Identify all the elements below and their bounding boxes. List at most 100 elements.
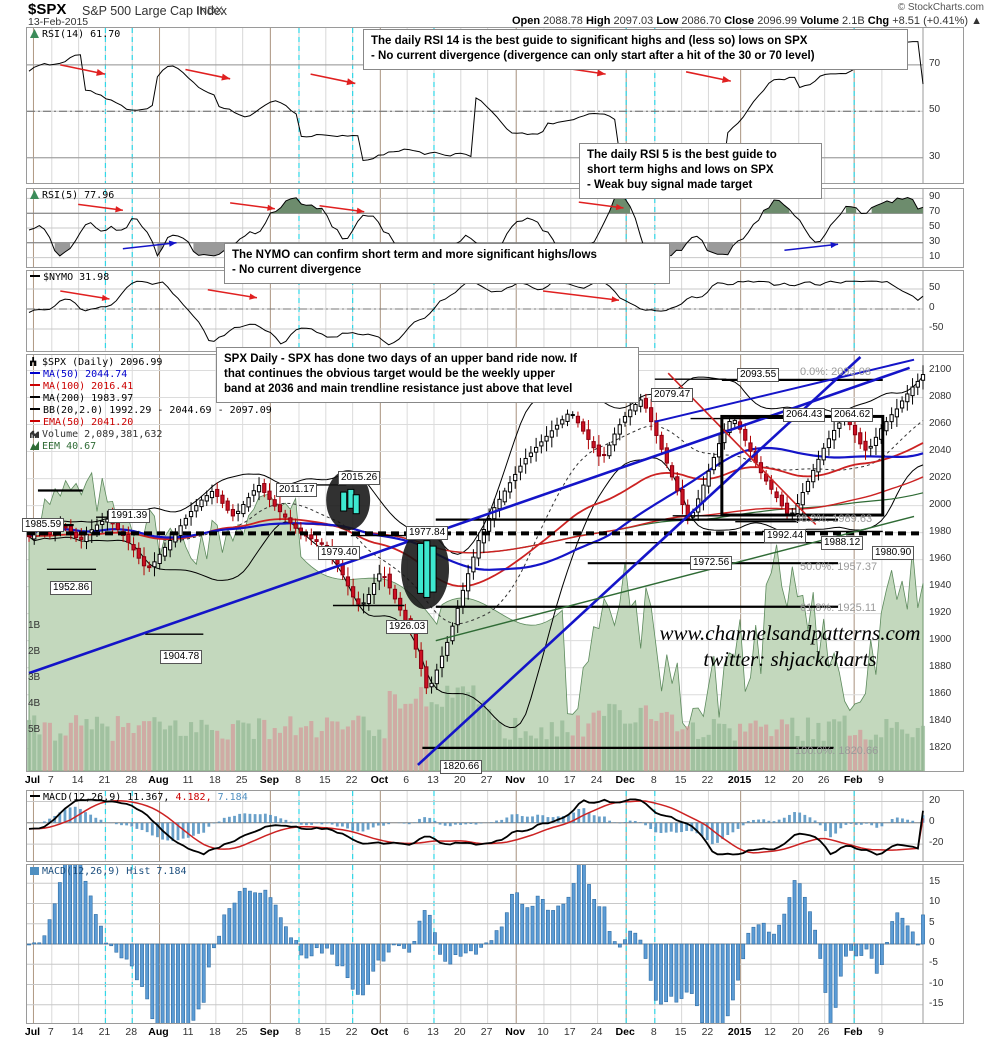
price-legend-text: EMA(50) 2041.20 — [43, 417, 134, 428]
x-axis-tick-label: 10 — [537, 1026, 549, 1038]
price-level-label: 1820.66 — [440, 760, 483, 774]
price-level-label: 1988.12 — [821, 536, 864, 550]
price-level-label: 1952.86 — [50, 581, 93, 595]
x-axis-tick-label: 9 — [877, 1026, 884, 1038]
x-axis-tick-label: 12 — [764, 1026, 776, 1038]
fib-level-label: 38.2%: 1989.63 — [795, 513, 873, 525]
x-axis-tick-label: 18 — [209, 774, 221, 786]
x-axis-upper: Jul 7 14 21 28 Aug 11 18 25 Sep 8 15 22 Oct 6 13 20 27 Nov… — [25, 774, 964, 788]
y-axis-tick-label: 30 — [929, 150, 941, 162]
rsi5-legend: RSI(5) 77.96 — [30, 190, 114, 202]
price-level-label: 1992.44 — [764, 529, 807, 543]
annotation-rsi14: The daily RSI 14 is the best guide to si… — [363, 29, 908, 70]
y-axis-tick-label: 10 — [929, 896, 941, 908]
price-level-label: 1991.39 — [108, 509, 151, 523]
price-legend-row: MA(100) 2016.41 — [30, 381, 272, 393]
price-level-label: 2015.26 — [338, 471, 381, 485]
x-axis-tick-label: 7 — [47, 1026, 54, 1038]
close-value: 2096.99 — [757, 15, 797, 27]
x-axis-tick-label: 22 — [345, 774, 358, 786]
x-axis-tick-label: 21 — [98, 774, 111, 786]
x-axis-tick-label: Dec — [615, 1026, 635, 1038]
y-axis-tick-label: 90 — [929, 191, 941, 203]
chg-value: +8.51 (+0.41%) — [892, 15, 969, 27]
macd-histogram-panel — [26, 864, 964, 1024]
site-watermark: www.channelsandpatterns.com twitter: shj… — [659, 621, 921, 671]
rsi5-legend-text: RSI(5) 77.96 — [42, 190, 115, 201]
macd-legend-main: MACD(12,26,9) 11.367, — [43, 792, 170, 803]
line-swatch-icon — [30, 408, 40, 410]
area-swatch-icon — [30, 441, 39, 450]
price-legend-text: EEM 40.67 — [42, 441, 97, 452]
low-value: 2086.70 — [681, 15, 722, 27]
high-label: High — [585, 15, 611, 27]
macd-legend-hist: 7.184 — [217, 792, 248, 803]
x-axis-tick-label: 28 — [125, 774, 138, 786]
nymo-legend-text: $NYMO 31.98 — [43, 272, 110, 283]
fib-level-label: 50.0%: 1957.37 — [800, 561, 878, 573]
y-axis-tick-label: 2000 — [929, 498, 952, 510]
price-legend-text: MA(100) 2016.41 — [43, 381, 134, 392]
price-plot — [27, 365, 926, 771]
y-axis-tick-label: 1920 — [929, 606, 952, 618]
x-axis-tick-label: 17 — [563, 1026, 576, 1038]
x-axis-tick-label: 18 — [209, 1026, 221, 1038]
price-level-label: 2064.62 — [831, 408, 874, 422]
volume-scale-label: 3B — [28, 672, 41, 683]
x-axis-tick-label: 15 — [318, 1026, 331, 1038]
nymo-legend: $NYMO 31.98 — [30, 272, 109, 284]
price-level-label: 1977.84 — [406, 526, 449, 540]
x-axis-tick-label: 24 — [590, 774, 603, 786]
price-level-label: 1904.78 — [160, 650, 203, 664]
symbol-ticker: $SPX — [28, 1, 67, 18]
line-swatch-icon — [30, 372, 40, 374]
volume-scale-label: 1B — [28, 620, 41, 631]
x-axis-tick-label: 26 — [817, 1026, 830, 1038]
rsi14-gridlines — [27, 28, 924, 183]
volume-label: Volume — [800, 15, 839, 27]
price-legend-text: MA(200) 1983.97 — [43, 393, 134, 404]
y-axis-tick-label: 1980 — [929, 525, 952, 537]
macd-plot — [28, 798, 925, 856]
macd-panel — [26, 790, 964, 862]
x-axis-tick-label: 26 — [817, 774, 830, 786]
price-legend-text: MA(50) 2044.74 — [43, 369, 128, 380]
x-axis-tick-label: Aug — [148, 774, 169, 786]
y-axis-tick-label: 50 — [929, 104, 941, 116]
x-axis-tick-label: 10 — [537, 774, 549, 786]
price-level-label: 1926.03 — [386, 620, 429, 634]
x-axis-tick-label: Feb — [843, 1026, 863, 1038]
y-axis-tick-label: 10 — [929, 250, 941, 262]
x-axis-tick-label: 15 — [318, 774, 331, 786]
price-legend-text: BB(20,2.0) 1992.29 - 2044.69 - 2097.09 — [43, 405, 272, 416]
macd-swatch-icon — [30, 795, 40, 797]
line-swatch-icon — [30, 396, 40, 398]
y-axis-tick-label: 2040 — [929, 444, 952, 456]
annotation-nymo: The NYMO can confirm short term and more… — [224, 243, 670, 284]
x-axis-tick-label: 25 — [235, 774, 248, 786]
price-level-label: 1972.56 — [690, 556, 733, 570]
price-legend-row: MA(200) 1983.97 — [30, 393, 272, 405]
y-axis-tick-label: 1820 — [929, 741, 952, 753]
x-axis-tick-label: Aug — [148, 1026, 169, 1038]
y-axis-tick-label: 5 — [929, 916, 935, 928]
fib-level-label: 100.0%: 1820.66 — [795, 745, 879, 757]
annotation-price: SPX Daily - SPX has done two days of an … — [216, 347, 639, 403]
y-axis-tick-label: 1840 — [929, 714, 952, 726]
price-level-label: 1980.90 — [872, 546, 915, 560]
x-axis-tick-label: 22 — [701, 1026, 714, 1038]
price-legend-text: Volume 2,089,381,632 — [42, 429, 163, 440]
y-axis-tick-label: 2020 — [929, 471, 952, 483]
x-axis-tick-label: 11 — [182, 1026, 194, 1038]
quote-summary: Open 2088.78 High 2097.03 Low 2086.70 Cl… — [512, 15, 982, 27]
line-swatch-icon — [30, 384, 40, 386]
volume-scale-label: 2B — [28, 646, 41, 657]
y-axis-tick-label: 0 — [929, 937, 935, 948]
price-legend-text: $SPX (Daily) 2096.99 — [42, 357, 163, 368]
stockcharts-credit: © StockCharts.com — [897, 2, 984, 13]
x-axis-tick-label: 20 — [791, 1026, 804, 1038]
y-axis-tick-label: -10 — [929, 977, 944, 989]
volume-scale-label: 5B — [28, 724, 41, 735]
x-axis-tick-label: Dec — [615, 774, 635, 786]
rsi14-legend: RSI(14) 61.70 — [30, 29, 120, 41]
